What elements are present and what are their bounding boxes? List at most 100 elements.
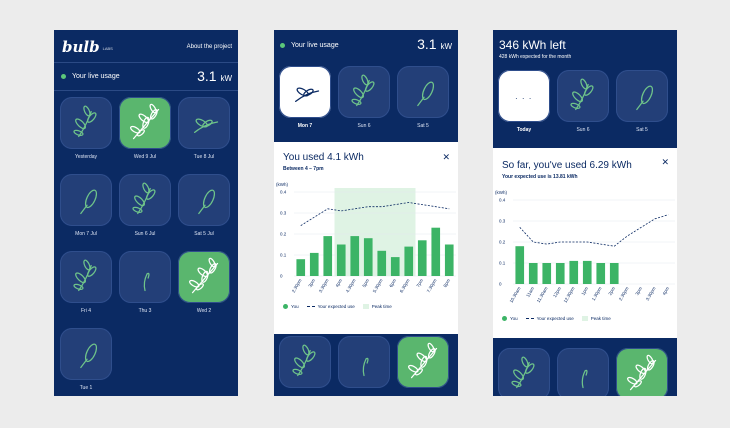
about-project-link[interactable]: About the project bbox=[186, 44, 232, 50]
day-tile[interactable] bbox=[279, 66, 331, 118]
card-title: So far, you've used 6.29 kWh bbox=[502, 160, 632, 171]
day-tile[interactable] bbox=[397, 66, 449, 118]
chart-legend: You Your expected use Peak time bbox=[283, 304, 400, 309]
usage-chart: (kWh) 0.4 0.3 0.2 0.1 0 2.30pm 3pm 3.30pm 4pm 4.30… bbox=[276, 182, 456, 294]
home-screen: bulb LABS About the project Your live usa… bbox=[54, 30, 238, 396]
x-tick-label: 3pm bbox=[307, 278, 316, 288]
x-tick-label: 12.30pm bbox=[563, 286, 576, 304]
x-tick-label: 5.30pm bbox=[372, 278, 384, 294]
day-tile[interactable] bbox=[616, 348, 668, 396]
expected-month-subtitle: 428 kWh expected for the month bbox=[499, 54, 572, 60]
leaf-cluster-icon bbox=[292, 344, 316, 377]
peak-swatch-icon bbox=[581, 316, 588, 321]
leaf-cluster-icon bbox=[73, 259, 97, 292]
close-icon[interactable]: ✕ bbox=[661, 157, 669, 167]
live-usage-label: Your live usage bbox=[280, 42, 339, 49]
leaf-single-icon bbox=[636, 85, 654, 111]
day-tile[interactable] bbox=[119, 174, 171, 226]
card-subtitle: Between 4 – 7pm bbox=[283, 166, 324, 172]
day-tile[interactable] bbox=[557, 70, 609, 122]
card-subtitle: Your expected use is 13.81 kWh bbox=[502, 174, 578, 180]
day-tile-label: Sun 6 bbox=[357, 123, 371, 129]
x-tick-label: 4pm bbox=[661, 286, 670, 296]
x-tick-label: 10.30am bbox=[509, 286, 522, 304]
leaf-single-icon bbox=[80, 343, 98, 369]
sprout-icon bbox=[581, 369, 588, 389]
day-tile[interactable] bbox=[279, 336, 331, 388]
day-tile[interactable] bbox=[616, 70, 668, 122]
x-tick-label: 7.30pm bbox=[426, 278, 438, 294]
day-tile[interactable] bbox=[178, 97, 230, 149]
y-axis-label: (kWh) bbox=[495, 190, 507, 195]
usage-bar bbox=[296, 259, 306, 276]
day-tile[interactable] bbox=[60, 97, 112, 149]
bulb-logo[interactable]: bulb LABS bbox=[62, 38, 113, 56]
y-tick-label: 0.4 bbox=[280, 190, 287, 195]
day-tile-label: Wed 2 bbox=[196, 308, 212, 314]
day-tile[interactable] bbox=[178, 174, 230, 226]
day-tile-label: Mon 7 bbox=[297, 123, 313, 129]
day-tile-label: Tue 1 bbox=[79, 385, 93, 391]
x-tick-label: 6.30pm bbox=[399, 278, 411, 294]
remaining-title: 346 kWh left bbox=[499, 38, 566, 52]
usage-bar bbox=[528, 263, 538, 284]
day-tile-label: Yesterday bbox=[74, 154, 98, 160]
leaf-branch-icon bbox=[627, 354, 657, 391]
day-tile[interactable] bbox=[60, 174, 112, 226]
x-tick-label: 12pm bbox=[552, 286, 562, 298]
usage-bar bbox=[350, 236, 360, 276]
expected-swatch-icon bbox=[525, 318, 534, 319]
usage-bar bbox=[569, 260, 579, 284]
x-tick-label: 1pm bbox=[580, 286, 589, 296]
leaf-cluster-icon bbox=[570, 78, 594, 111]
leaf-branch-icon bbox=[130, 103, 160, 140]
day-tile-label: Fri 4 bbox=[81, 308, 91, 314]
leaf-cluster-icon bbox=[511, 356, 535, 389]
loading-dots-icon: · · · bbox=[515, 94, 533, 103]
y-tick-label: 0.1 bbox=[499, 261, 506, 266]
usage-bar bbox=[431, 227, 441, 276]
x-tick-label: 11am bbox=[525, 286, 535, 298]
y-tick-label: 0.3 bbox=[499, 219, 506, 224]
day-tile[interactable] bbox=[119, 97, 171, 149]
live-usage-value: 3.1 kW bbox=[197, 68, 232, 84]
x-tick-label: 2.30pm bbox=[618, 286, 630, 302]
y-tick-label: 0.4 bbox=[499, 198, 506, 203]
day-tile[interactable] bbox=[498, 348, 550, 396]
usage-bar bbox=[417, 240, 427, 276]
usage-bar bbox=[363, 238, 373, 276]
day-tile[interactable] bbox=[338, 336, 390, 388]
you-swatch-icon bbox=[283, 304, 288, 309]
month-summary-screen: 346 kWh left 428 kWh expected for the mo… bbox=[493, 30, 677, 396]
day-tile[interactable] bbox=[557, 348, 609, 396]
day-tile[interactable] bbox=[178, 251, 230, 303]
leaf-cluster-icon bbox=[351, 74, 375, 107]
day-tile-label: Sun 6 bbox=[576, 127, 590, 133]
y-tick-label: 0.1 bbox=[280, 253, 287, 258]
day-tile[interactable] bbox=[397, 336, 449, 388]
day-tile-label: Sat 5 Jul bbox=[194, 231, 214, 237]
close-icon[interactable]: ✕ bbox=[442, 152, 450, 162]
day-tile[interactable] bbox=[119, 251, 171, 303]
day-tile[interactable] bbox=[60, 328, 112, 380]
leaf-pair-icon bbox=[295, 87, 320, 102]
sprout-icon bbox=[143, 272, 150, 292]
usage-bar bbox=[309, 252, 319, 276]
x-tick-label: 3.30pm bbox=[318, 278, 330, 294]
y-tick-label: 0.2 bbox=[499, 240, 506, 245]
usage-bar bbox=[555, 263, 565, 284]
day-tile-label: Sun 6 Jul bbox=[134, 231, 156, 237]
usage-bar bbox=[596, 263, 606, 284]
day-tile[interactable] bbox=[338, 66, 390, 118]
chart-legend: You Your expected use Peak time bbox=[502, 316, 619, 321]
x-tick-label: 11.30am bbox=[536, 286, 549, 304]
day-tile[interactable] bbox=[60, 251, 112, 303]
live-dot-icon bbox=[280, 43, 285, 48]
x-tick-label: 2.30pm bbox=[291, 278, 303, 294]
x-tick-label: 3pm bbox=[634, 286, 643, 296]
usage-chart: (kWh) 0.4 0.3 0.2 0.1 0 10.30am 11am 11.30am 12pm… bbox=[495, 190, 675, 304]
day-tile[interactable]: · · · bbox=[498, 70, 550, 122]
day-detail-screen: Your live usage 3.1 kW Mon 7 Sun 6 Sat 5 Y… bbox=[274, 30, 458, 396]
sprout-icon bbox=[362, 357, 369, 377]
leaf-cluster-icon bbox=[73, 105, 97, 138]
